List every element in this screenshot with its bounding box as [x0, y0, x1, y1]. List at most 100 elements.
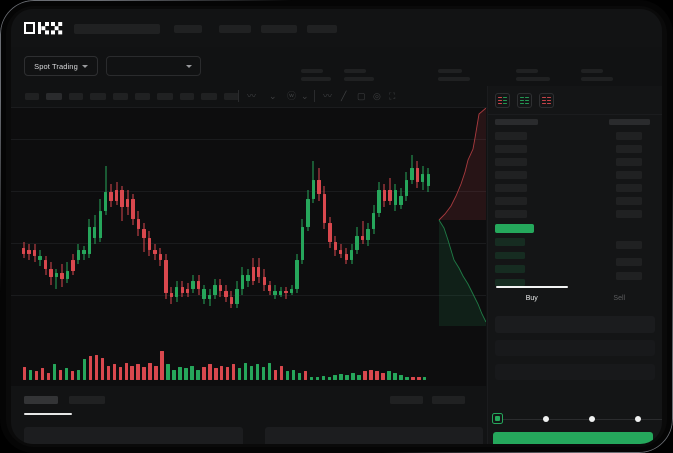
market-stat-label	[301, 69, 323, 73]
candle	[262, 108, 266, 322]
candle-body	[415, 167, 419, 183]
timeframe-chip-2[interactable]	[46, 93, 62, 100]
order-book-bid-row[interactable]	[495, 251, 525, 259]
timeframe-chip-3[interactable]	[69, 93, 83, 100]
header-nav-item-4[interactable]	[307, 25, 337, 33]
logo-letter-o-icon	[24, 22, 35, 34]
order-book-bid-row[interactable]	[495, 238, 525, 246]
market-stat-2	[344, 69, 374, 81]
step-indicator-dot-3[interactable]	[589, 415, 595, 422]
order-book-ask-row[interactable]	[495, 171, 527, 179]
timeframe-chip-9[interactable]	[201, 93, 217, 100]
timeframe-chip-5[interactable]	[113, 93, 128, 100]
orderbook-mode-dot	[503, 96, 507, 99]
header-nav-item-2[interactable]	[219, 25, 251, 33]
tab-sell[interactable]: Sell	[613, 294, 626, 302]
candle-body	[60, 272, 64, 279]
candle-wick	[143, 223, 145, 253]
volume-bar	[339, 373, 343, 380]
order-book-ask-row[interactable]	[495, 145, 527, 153]
orderbook-mode-asks[interactable]	[539, 93, 554, 108]
candle	[191, 108, 195, 322]
template-icon[interactable]: ⓦ	[287, 91, 297, 101]
volume-bar	[124, 363, 128, 380]
market-stat-value	[516, 77, 550, 81]
buy-sell-tabs: Buy Sell	[488, 286, 662, 310]
bottom-action-1[interactable]	[390, 396, 423, 404]
orderbook-mode-dot	[547, 99, 551, 102]
candle-body	[131, 198, 135, 220]
okx-logo[interactable]	[24, 22, 62, 34]
candle-body	[311, 179, 316, 199]
order-book-column-header	[609, 119, 650, 125]
camera-icon[interactable]: ▢	[357, 91, 366, 101]
orderbook-mode-column	[547, 96, 551, 105]
volume-bar	[351, 373, 355, 380]
trade-input-field-3[interactable]	[495, 364, 655, 380]
market-type-dropdown[interactable]: Spot Trading	[24, 56, 98, 76]
order-book-ask-row[interactable]	[495, 210, 527, 218]
settings-icon[interactable]: ◎	[373, 91, 381, 101]
order-book-bid-row[interactable]	[495, 278, 525, 286]
timeframe-chip-10[interactable]	[224, 93, 239, 100]
timeframe-chip-6[interactable]	[135, 93, 150, 100]
volume-bar	[285, 371, 290, 380]
candle-body	[350, 250, 354, 261]
fullscreen-icon[interactable]: ⛶	[389, 91, 396, 101]
candle	[257, 108, 261, 322]
order-book-best-price-row[interactable]	[495, 224, 534, 233]
order-book-ask-row[interactable]	[495, 197, 527, 205]
volume-bar	[88, 356, 93, 380]
candle	[289, 108, 294, 322]
timeframe-chip-7[interactable]	[157, 93, 173, 100]
primary-cta-button[interactable]	[493, 432, 653, 444]
order-book-bid-row[interactable]	[495, 265, 525, 273]
header-nav-item-1[interactable]	[174, 25, 202, 33]
volume-bar	[112, 364, 116, 380]
market-stat-value	[581, 77, 613, 81]
order-book-ask-row[interactable]	[495, 132, 527, 140]
tab-buy[interactable]: Buy	[488, 286, 576, 310]
step-indicator-current[interactable]	[492, 413, 503, 424]
orderbook-mode-both[interactable]	[495, 93, 510, 108]
dropdown-icon[interactable]: ⌄	[301, 91, 309, 101]
line-chart-icon[interactable]: 〰	[323, 91, 333, 101]
orderbook-mode-bids[interactable]	[517, 93, 532, 108]
compare-icon[interactable]: ⌄	[269, 91, 277, 101]
ruler-icon[interactable]: ╱	[341, 91, 347, 101]
step-indicator-dot-2[interactable]	[543, 415, 549, 422]
trade-input-field-1[interactable]	[495, 316, 655, 333]
order-book-size-row	[616, 184, 642, 192]
candle	[196, 108, 201, 322]
trade-input-field-2[interactable]	[495, 340, 655, 356]
candle-body	[404, 179, 409, 197]
header-search-input[interactable]	[74, 24, 160, 34]
bottom-action-2[interactable]	[432, 396, 465, 404]
order-book-column-header	[495, 119, 538, 125]
order-book-size-row	[616, 210, 642, 218]
candle-body	[142, 229, 146, 238]
price-chart[interactable]	[11, 108, 486, 386]
candle	[136, 108, 141, 322]
candle	[76, 108, 81, 322]
candle	[382, 108, 387, 322]
step-indicator-dot-4[interactable]	[635, 415, 641, 422]
timeframe-chip-1[interactable]	[25, 93, 39, 100]
order-book-ask-row[interactable]	[495, 184, 527, 192]
order-book-ask-row[interactable]	[495, 158, 527, 166]
indicator-icon[interactable]: 〰	[247, 91, 257, 101]
volume-bar	[160, 350, 164, 380]
candle-body	[54, 272, 59, 277]
trading-pair-dropdown[interactable]	[106, 56, 201, 76]
volume-bar	[82, 358, 87, 380]
candle	[273, 108, 277, 322]
timeframe-chip-4[interactable]	[90, 93, 106, 100]
orderbook-mode-dot	[498, 99, 502, 102]
timeframe-chip-8[interactable]	[180, 93, 194, 100]
volume-bar	[40, 368, 45, 380]
header-nav-item-3[interactable]	[261, 25, 297, 33]
bottom-tab-1[interactable]	[24, 396, 58, 404]
bottom-tab-2[interactable]	[69, 396, 105, 404]
volume-bar	[142, 367, 146, 380]
toolbar-separator	[238, 90, 239, 102]
